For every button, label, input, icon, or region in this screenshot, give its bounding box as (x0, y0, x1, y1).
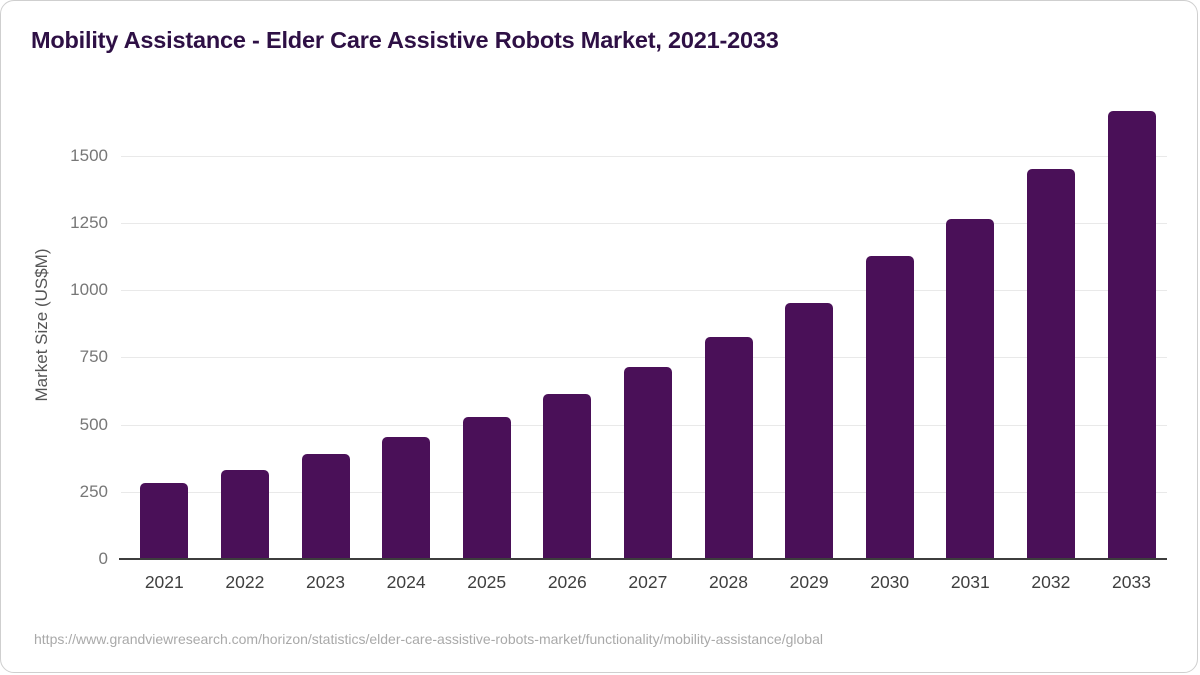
x-tick-label: 2027 (628, 572, 668, 592)
y-tick-label: 1000 (70, 280, 108, 299)
gridline (121, 222, 1167, 224)
gridline (121, 155, 1167, 157)
x-tick-label: 2021 (144, 572, 184, 592)
bar-2027 (623, 367, 672, 559)
bar-2023 (301, 454, 350, 559)
bar-2021 (140, 482, 189, 559)
x-tick-label: 2022 (225, 572, 265, 592)
x-tick-label: 2031 (950, 572, 990, 592)
x-axis-line (119, 557, 1167, 560)
bar-2026 (543, 394, 592, 559)
bar-2025 (462, 416, 511, 559)
bar-2033 (1107, 111, 1156, 559)
chart-title: Mobility Assistance - Elder Care Assisti… (31, 27, 779, 53)
gridline (121, 357, 1167, 359)
y-tick-label: 750 (79, 347, 108, 367)
x-tick-label: 2023 (306, 572, 345, 592)
y-tick-label: 250 (79, 481, 108, 501)
x-tick-label: 2026 (547, 572, 587, 592)
bar-2029 (785, 303, 834, 559)
bar-2028 (704, 336, 753, 559)
x-tick-label: 2029 (789, 572, 829, 592)
y-tick-label: 1250 (70, 212, 108, 232)
x-tick-label: 2033 (1112, 572, 1151, 592)
x-tick-label: 2032 (1031, 572, 1071, 592)
y-tick-label: 500 (79, 414, 108, 434)
x-tick-label: 2024 (386, 572, 426, 592)
gridline (121, 290, 1167, 291)
y-tick-label: 1500 (70, 145, 108, 165)
source-url: https://www.grandviewresearch.com/horizo… (34, 631, 823, 647)
y-tick-label: 0 (98, 549, 108, 568)
x-tick-label: 2028 (709, 572, 748, 592)
bar-2032 (1026, 168, 1075, 559)
bar-2031 (946, 219, 995, 559)
x-tick-label: 2030 (870, 572, 910, 592)
x-tick-label: 2025 (467, 572, 507, 592)
bar-2024 (382, 437, 431, 559)
bar-2022 (220, 469, 269, 559)
bar-2030 (865, 256, 914, 559)
